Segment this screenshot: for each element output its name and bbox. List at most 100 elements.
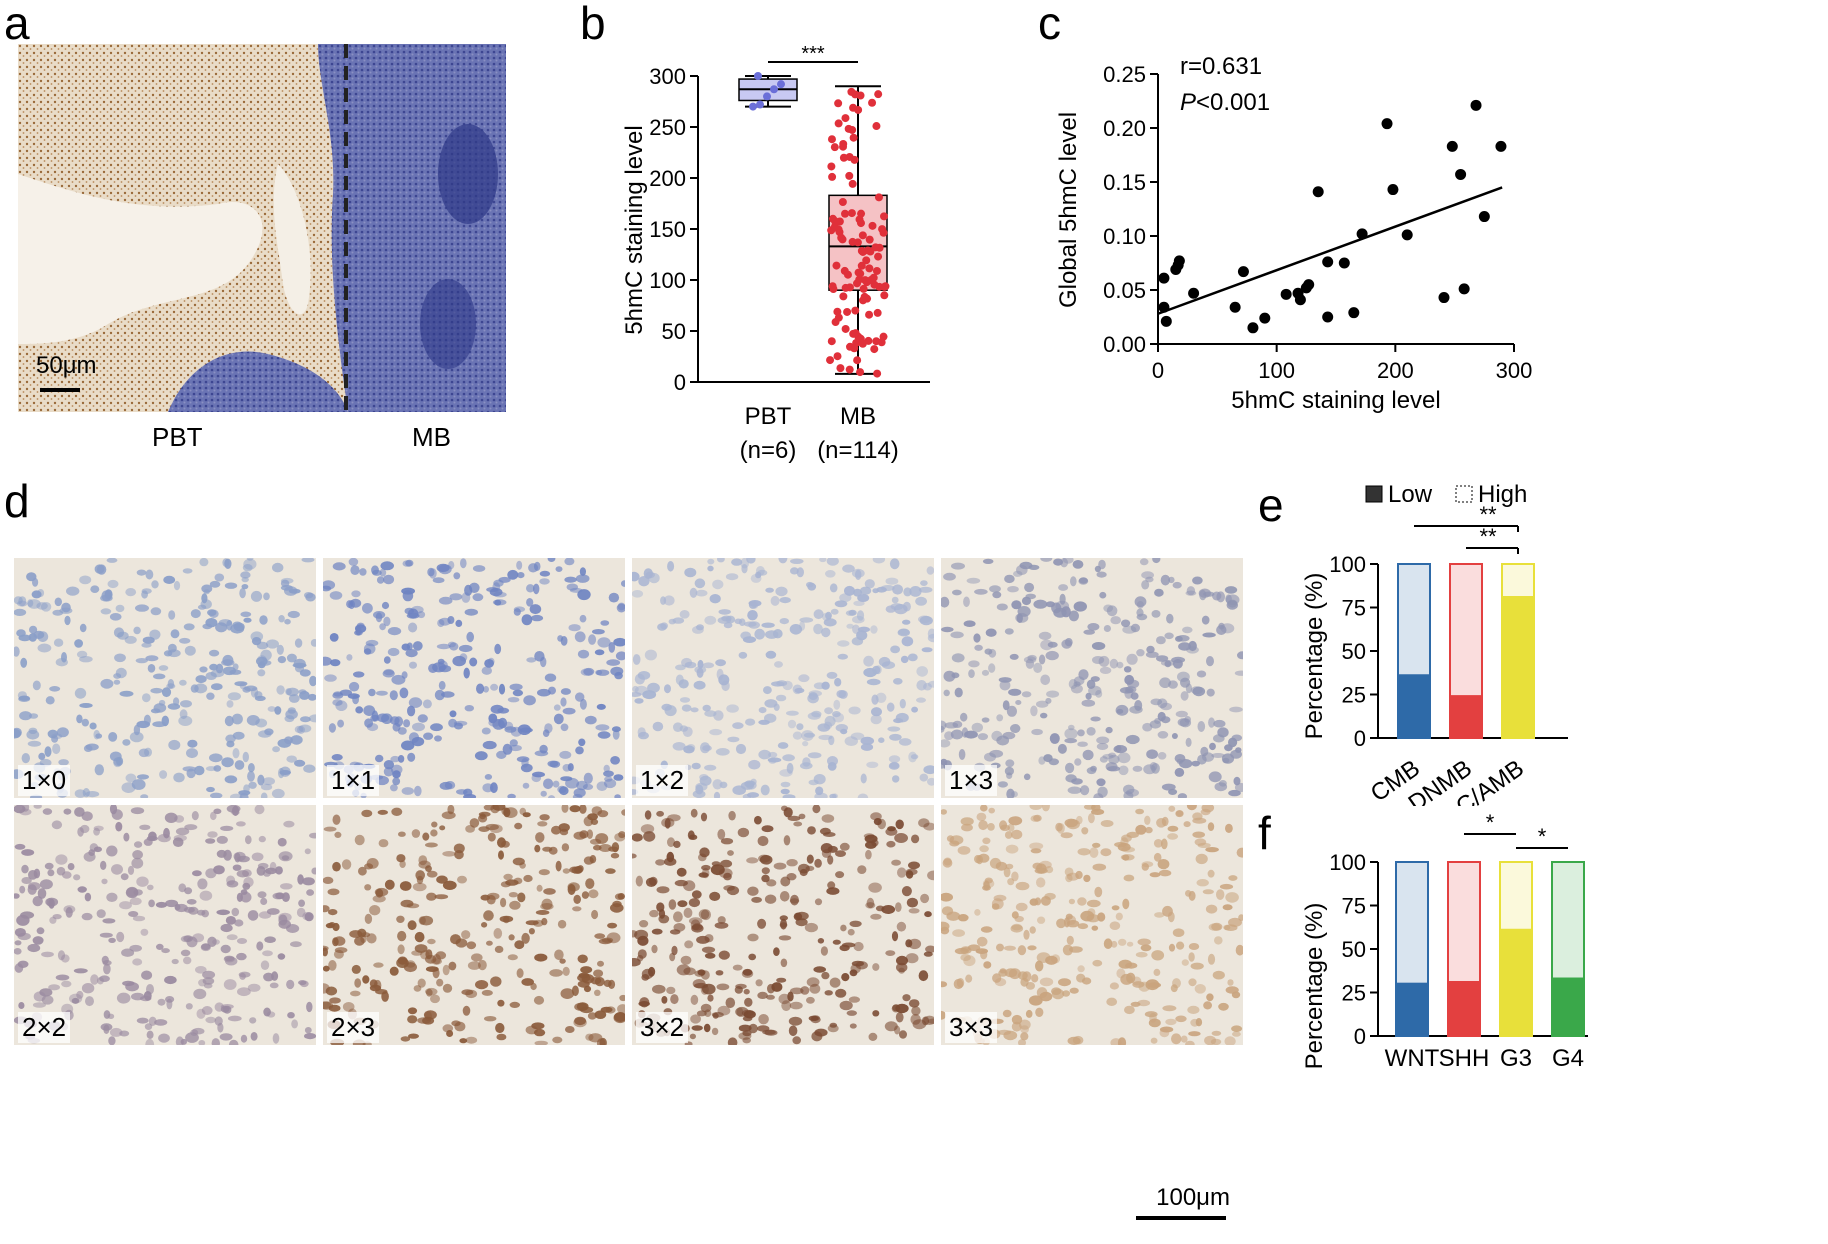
panel-f-ylabel: Percentage (%) <box>1301 903 1328 1070</box>
bar-low-segment <box>1449 695 1483 740</box>
panel-c-ytick-label: 0.10 <box>1103 224 1146 249</box>
micrograph-texture <box>632 558 934 798</box>
data-point <box>841 324 850 333</box>
data-point <box>861 276 870 285</box>
sig-label: ** <box>1479 524 1497 549</box>
legend-swatch-low <box>1365 485 1383 503</box>
data-point <box>844 124 853 133</box>
data-point <box>1173 255 1185 267</box>
data-point <box>1294 294 1306 306</box>
panel-c-xlabel: 5hmC staining level <box>1231 387 1440 414</box>
panel-a-label-pbt: PBT <box>152 422 203 452</box>
bar-high-segment <box>1501 563 1535 599</box>
micrograph-label: 1×2 <box>636 765 689 796</box>
panel-b-ylabel: 5hmC staining level <box>621 125 648 334</box>
panel-letter-e: e <box>1258 479 1284 531</box>
data-point <box>856 368 865 377</box>
panel-b-category-label: (n=6) <box>740 437 797 464</box>
data-point <box>836 364 845 373</box>
data-point <box>858 339 867 348</box>
data-point <box>1478 211 1490 223</box>
data-point <box>870 345 879 354</box>
panel-a-image <box>18 44 506 412</box>
data-point <box>828 172 837 181</box>
panel-b-ytick-label: 250 <box>649 115 686 140</box>
data-point <box>833 307 842 316</box>
data-point <box>845 171 854 180</box>
data-point <box>849 103 858 112</box>
data-point <box>1188 287 1200 299</box>
ytick-label: 0 <box>1354 726 1366 751</box>
data-point <box>880 282 889 291</box>
data-point <box>850 344 859 353</box>
micrograph-label: 1×3 <box>945 765 998 796</box>
panel-c-xtick-label: 200 <box>1377 358 1414 383</box>
data-point <box>1229 301 1241 313</box>
panel-b-ytick-label: 200 <box>649 166 686 191</box>
legend-swatch-high <box>1455 485 1473 503</box>
data-point <box>838 197 847 206</box>
micrograph-texture <box>941 558 1243 798</box>
data-point <box>839 139 848 148</box>
data-point <box>834 99 843 108</box>
bar-low-segment <box>1499 928 1533 1037</box>
micrograph-tile: 1×1 <box>323 558 625 798</box>
data-point <box>837 233 846 242</box>
data-point <box>1401 229 1413 241</box>
data-point <box>833 352 842 361</box>
data-point <box>873 369 882 378</box>
ytick-label: 100 <box>1329 552 1366 577</box>
legend-label-low: Low <box>1388 481 1433 508</box>
data-point <box>857 261 866 270</box>
data-point <box>880 212 889 221</box>
micrograph-tile: 2×2 <box>14 805 316 1045</box>
data-point <box>865 310 874 319</box>
bar-lc-amb <box>1501 563 1535 739</box>
p-italic: P <box>1180 89 1196 116</box>
ytick-label: 50 <box>1342 639 1366 664</box>
panel-d-scale-label: 100μm <box>1156 1184 1230 1211</box>
micrograph-texture <box>941 805 1243 1045</box>
panel-c-xtick-label: 300 <box>1496 358 1533 383</box>
data-point <box>1348 307 1360 319</box>
data-point <box>763 92 771 101</box>
bar-g3 <box>1499 861 1533 1037</box>
data-point <box>850 155 859 164</box>
panel-d-grid: 1×0 1×1 1×2 1×3 2×2 2×3 3×2 3×3 100μm <box>14 558 1250 1236</box>
data-point <box>834 119 843 128</box>
micrograph-tile: 3×3 <box>941 805 1243 1045</box>
data-point <box>1455 168 1467 180</box>
bar-wnt <box>1395 861 1429 1038</box>
data-point <box>827 162 836 171</box>
micrograph-label: 2×3 <box>327 1012 380 1043</box>
category-label: G3 <box>1500 1045 1532 1072</box>
micrograph-tile: 3×2 <box>632 805 934 1045</box>
ytick-label: 0 <box>1354 1024 1366 1049</box>
data-point <box>1322 311 1334 323</box>
sig-label: * <box>1538 824 1547 849</box>
ytick-label: 25 <box>1342 683 1366 708</box>
panel-letter-b: b <box>580 0 606 49</box>
data-point <box>854 268 863 277</box>
panel-b-ytick-label: 0 <box>674 370 686 395</box>
data-point <box>845 283 854 292</box>
panel-c-chart: Global 5hmC level 5hmC staining level r=… <box>1055 53 1533 414</box>
data-point <box>839 153 848 162</box>
data-point <box>1381 118 1393 130</box>
legend-label-high: High <box>1478 481 1527 508</box>
data-point <box>1446 140 1458 152</box>
micrograph-label: 1×0 <box>18 765 71 796</box>
data-point <box>777 80 785 89</box>
data-point <box>874 193 883 202</box>
panel-b-category-label: PBT <box>745 403 792 430</box>
micrograph-texture <box>632 805 934 1045</box>
bar-high-segment <box>1499 861 1533 931</box>
micrograph-label: 2×2 <box>18 1012 71 1043</box>
data-point <box>868 221 877 230</box>
panel-c-ytick-label: 0.05 <box>1103 278 1146 303</box>
data-point <box>1495 140 1507 152</box>
data-point <box>1356 228 1368 240</box>
data-point <box>851 306 860 315</box>
panel-b-category-label: (n=114) <box>817 437 899 464</box>
data-point <box>841 114 850 123</box>
